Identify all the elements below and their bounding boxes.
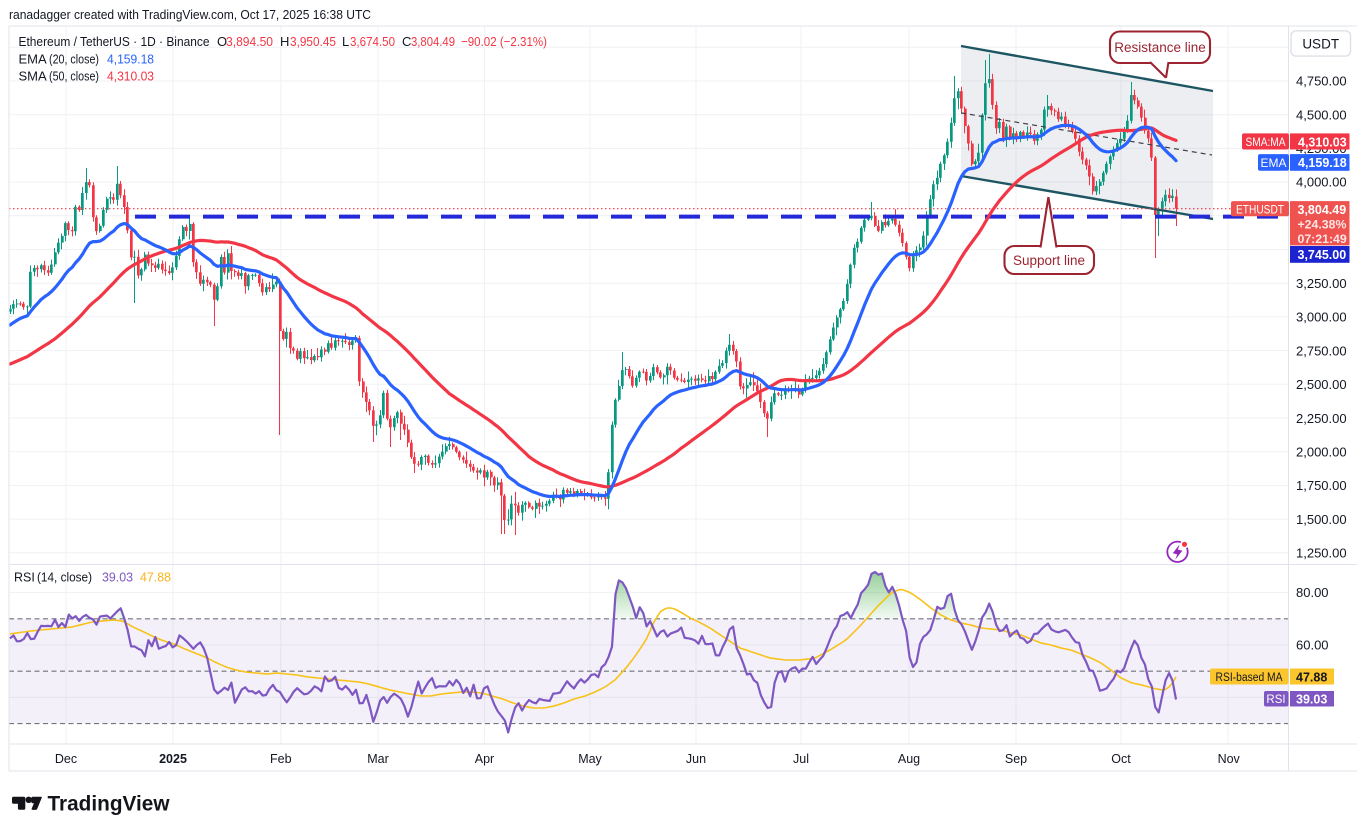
svg-text:3,804.49: 3,804.49 — [1298, 203, 1347, 217]
svg-text:Jul: Jul — [793, 752, 809, 766]
svg-text:3,250.00: 3,250.00 — [1296, 276, 1347, 291]
svg-text:3,000.00: 3,000.00 — [1296, 310, 1347, 325]
svg-text:ETHUSDT: ETHUSDT — [1236, 202, 1285, 216]
svg-text:80.00: 80.00 — [1296, 585, 1329, 600]
svg-text:1,750.00: 1,750.00 — [1296, 478, 1347, 493]
svg-text:Aug: Aug — [898, 752, 920, 766]
svg-text:4,310.03: 4,310.03 — [1298, 135, 1347, 149]
svg-text:4,500.00: 4,500.00 — [1296, 108, 1347, 123]
svg-text:2025: 2025 — [159, 752, 187, 766]
svg-text:Support line: Support line — [1013, 253, 1085, 268]
svg-text:Ethereum / TetherUS · 1D · Bin: Ethereum / TetherUS · 1D · Binance O3,894… — [19, 34, 548, 49]
svg-text:Oct: Oct — [1111, 752, 1131, 766]
svg-text:4,159.18: 4,159.18 — [1298, 156, 1347, 170]
svg-text:SMA(50, close)4,310.03: SMA (50, close) 4,310.03 — [19, 69, 155, 84]
svg-text:Apr: Apr — [475, 752, 494, 766]
svg-text:EMA(20, close)4,159.18: EMA (20, close) 4,159.18 — [19, 52, 155, 67]
svg-text:47.88: 47.88 — [1296, 670, 1327, 684]
svg-text:2,500.00: 2,500.00 — [1296, 377, 1347, 392]
svg-text:Dec: Dec — [55, 752, 77, 766]
svg-text:ranadagger created with Tradin: ranadagger created with TradingView.com,… — [9, 7, 371, 22]
svg-text:SMA:MA: SMA:MA — [1246, 135, 1286, 149]
svg-text:Feb: Feb — [270, 752, 292, 766]
svg-text:2,250.00: 2,250.00 — [1296, 411, 1347, 426]
svg-text:EMA: EMA — [1260, 156, 1286, 170]
svg-text:2,750.00: 2,750.00 — [1296, 344, 1347, 359]
svg-text:Resistance line: Resistance line — [1114, 40, 1206, 55]
svg-text:4,000.00: 4,000.00 — [1296, 175, 1347, 190]
svg-text:Jun: Jun — [686, 752, 706, 766]
svg-text:4,750.00: 4,750.00 — [1296, 74, 1347, 89]
svg-text:USDT: USDT — [1302, 36, 1339, 51]
svg-text:RSI: RSI — [1266, 694, 1285, 706]
svg-text:39.03: 39.03 — [1296, 692, 1327, 706]
svg-text:3,745.00: 3,745.00 — [1298, 248, 1347, 262]
svg-text:Sep: Sep — [1005, 752, 1027, 766]
svg-text:+24.38%: +24.38% — [1298, 218, 1347, 232]
svg-text:1,500.00: 1,500.00 — [1296, 512, 1347, 527]
svg-text:May: May — [578, 752, 602, 766]
svg-text:1,250.00: 1,250.00 — [1296, 546, 1347, 561]
svg-text:Mar: Mar — [367, 752, 389, 766]
svg-text:RSI-based MA: RSI-based MA — [1216, 672, 1283, 684]
svg-text:07:21:49: 07:21:49 — [1298, 232, 1347, 246]
svg-text:60.00: 60.00 — [1296, 638, 1329, 653]
svg-text:TradingView: TradingView — [48, 792, 170, 816]
svg-text:2,000.00: 2,000.00 — [1296, 445, 1347, 460]
svg-text:Nov: Nov — [1218, 752, 1241, 766]
